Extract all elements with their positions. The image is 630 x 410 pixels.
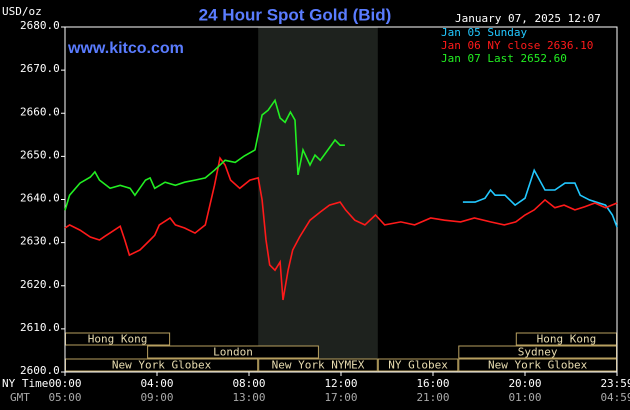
price-line [462,168,618,228]
x2-tick-label: 04:59 [600,391,630,404]
chart-title: 24 Hour Spot Gold (Bid) [199,5,392,24]
x2-tick-label: 13:00 [232,391,265,404]
session-label: New York NYMEX [272,359,365,372]
x-tick-label: 04:00 [140,377,173,390]
session-label: New York Globex [488,359,588,372]
session-label: Hong Kong [537,333,597,346]
session-label: NY Globex [388,359,448,372]
x-tick-label: 20:00 [508,377,541,390]
y-tick-label: 2630.0 [20,235,60,248]
y-tick-label: 2660.0 [20,105,60,118]
x2-tick-label: 17:00 [324,391,357,404]
session-label: Sydney [518,346,558,359]
price-line [64,98,345,211]
site-label: www.kitco.com [67,40,184,57]
y-tick-label: 2600.0 [20,364,60,377]
session-box [258,358,378,372]
legend-entry: Jan 05 Sunday [441,26,527,39]
y-tick-label: 2670.0 [20,62,60,75]
session-box [147,345,319,359]
legend-entry: Jan 07 Last 2652.60 [441,52,567,65]
highlight-band [258,27,378,372]
plot-frame [64,26,618,373]
legend-entry: Jan 06 NY close 2636.10 [441,39,593,52]
y-tick-label: 2650.0 [20,148,60,161]
x-tick-label: 00:00 [48,377,81,390]
x2-tick-label: 01:00 [508,391,541,404]
timestamp: January 07, 2025 12:07 [455,12,601,25]
x2-tick-label: 21:00 [416,391,449,404]
session-label: London [213,346,253,359]
x-tick-label: 16:00 [416,377,449,390]
x-tick-label: 12:00 [324,377,357,390]
x2-tick-label: 09:00 [140,391,173,404]
y-tick-label: 2680.0 [20,19,60,32]
y-tick-label: 2620.0 [20,278,60,291]
x-tick-label: 08:00 [232,377,265,390]
y-tick-label: 2640.0 [20,192,60,205]
x2-axis-label: GMT [10,391,30,404]
price-line [64,156,618,301]
x2-tick-label: 05:00 [48,391,81,404]
session-box [377,358,459,372]
x-axis-label: NY Time [2,377,48,390]
x-tick-label: 23:59 [600,377,630,390]
session-label: New York Globex [112,359,212,372]
y-tick-label: 2610.0 [20,321,60,334]
session-label: Hong Kong [88,333,148,346]
y-axis-label: USD/oz [2,5,42,18]
